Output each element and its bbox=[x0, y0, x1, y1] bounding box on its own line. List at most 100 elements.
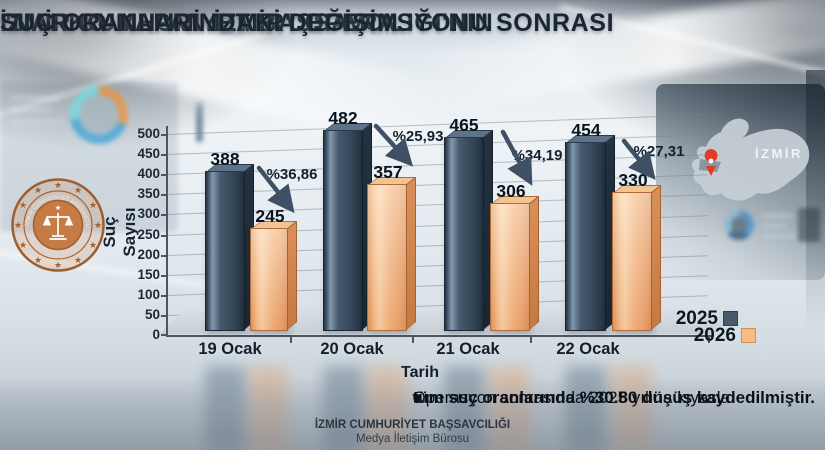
y-tick-label: 50 bbox=[144, 307, 160, 322]
bullet-icon: ● bbox=[412, 388, 423, 407]
y-tick-label: 100 bbox=[137, 287, 160, 302]
value-label: 388 bbox=[210, 149, 240, 169]
y-axis-line bbox=[166, 126, 168, 337]
y-tick-label: 250 bbox=[137, 227, 160, 242]
svg-text:★: ★ bbox=[34, 255, 42, 265]
map-region-label: İZMİR bbox=[755, 146, 803, 161]
x-tick-label: 22 Ocak bbox=[556, 340, 620, 358]
percent-change-label: %36,86 bbox=[266, 166, 318, 183]
y-tick-label: 300 bbox=[137, 206, 160, 221]
bar-2026-22ocak bbox=[612, 185, 662, 331]
bottom-shade bbox=[0, 376, 825, 450]
value-label: 482 bbox=[328, 108, 358, 128]
value-label: 454 bbox=[571, 120, 601, 140]
crescent-star-icon: ★ bbox=[55, 204, 61, 212]
y-tick-label: 0 bbox=[152, 327, 160, 342]
note-regular-text: Operasyon sonrasında 2025 yılına kıyasla bbox=[412, 388, 731, 407]
y-tick-label: 350 bbox=[137, 186, 160, 201]
y-tick bbox=[161, 134, 168, 136]
value-label: 465 bbox=[449, 115, 479, 135]
bar-side-face bbox=[529, 196, 539, 330]
province-shape bbox=[691, 118, 810, 201]
y-tick bbox=[161, 174, 168, 176]
seal-stars: ★ ★ ★ ★ ★ ★ ★ ★ ★ ★ ★ ★ bbox=[14, 180, 102, 270]
donut-widget-hole bbox=[731, 217, 747, 233]
izmir-province-map: İZMİR bbox=[691, 118, 810, 201]
dashboard-decor-left bbox=[0, 0, 330, 250]
svg-text:★: ★ bbox=[89, 200, 97, 210]
decrease-arrow bbox=[500, 129, 533, 186]
title-line-3: SUÇ ORANLARINDAKİ DEĞİŞİM bbox=[0, 9, 399, 37]
y-tick bbox=[161, 154, 168, 156]
bar-2025-22ocak bbox=[565, 135, 616, 331]
panel-block bbox=[798, 208, 820, 242]
decrease-arrow bbox=[256, 165, 295, 214]
y-tick-label: 450 bbox=[137, 146, 160, 161]
title-line-1: İZMİR CUMHURİYET BAŞSAVCILIĞI'NIN bbox=[0, 9, 494, 37]
location-pin-icon bbox=[704, 149, 718, 176]
x-tick bbox=[530, 337, 532, 343]
svg-text:★: ★ bbox=[34, 185, 42, 195]
x-axis-line bbox=[166, 335, 713, 337]
footer-department: Medya İletişim Bürosu bbox=[355, 433, 470, 445]
svg-text:★: ★ bbox=[94, 220, 102, 230]
legend-swatch-2026 bbox=[741, 328, 756, 343]
bar-2026-20ocak bbox=[367, 177, 417, 331]
x-tick-label: 20 Ocak bbox=[320, 340, 384, 358]
bar-2026-19ocak bbox=[250, 221, 298, 331]
value-label: 357 bbox=[373, 162, 403, 182]
donut-widget-icon bbox=[724, 210, 754, 240]
scales-of-justice-icon bbox=[42, 213, 74, 240]
decrease-arrow bbox=[621, 138, 656, 180]
note-bold-text: tüm suç oranlarında %30.80 düşüş kaydedi… bbox=[412, 388, 815, 407]
title-line-2: "NARKO-KAPAN İZMİR" OPERASYONU SONRASI bbox=[0, 9, 615, 37]
y-tick bbox=[161, 194, 168, 196]
x-tick bbox=[708, 337, 710, 343]
panel-line bbox=[12, 108, 52, 112]
bar-side-face bbox=[287, 221, 297, 330]
y-tick bbox=[161, 334, 168, 336]
x-tick bbox=[412, 337, 414, 343]
svg-text:★: ★ bbox=[54, 260, 62, 270]
svg-text:★: ★ bbox=[19, 240, 27, 250]
svg-text:★: ★ bbox=[19, 200, 27, 210]
legend-swatch-2025 bbox=[723, 311, 738, 326]
y-tick-label: 500 bbox=[137, 126, 160, 141]
seal-inner-ring bbox=[23, 190, 93, 260]
svg-text:★: ★ bbox=[54, 180, 62, 190]
y-tick-label: 150 bbox=[137, 267, 160, 282]
bar-2025-21ocak bbox=[444, 130, 494, 331]
y-tick-label: 400 bbox=[137, 166, 160, 181]
y-tick bbox=[161, 214, 168, 216]
x-tick-label: 21 Ocak bbox=[436, 340, 500, 358]
x-tick bbox=[290, 337, 292, 343]
dashboard-decor-right-edge bbox=[806, 70, 825, 330]
value-label: 306 bbox=[496, 181, 526, 201]
legend-label-2025: 2025 bbox=[675, 308, 718, 329]
svg-text:★: ★ bbox=[74, 255, 82, 265]
x-axis-title: Tarih bbox=[401, 364, 439, 381]
bar-chart-plot-area: 500 450 400 350 300 250 200 150 100 50 0 bbox=[137, 108, 740, 381]
legend-label-2026: 2026 bbox=[693, 325, 736, 346]
decrease-arrow bbox=[373, 123, 414, 167]
bar-side-face bbox=[406, 177, 416, 330]
bar-2025-20ocak bbox=[323, 123, 373, 331]
y-tick bbox=[161, 275, 168, 277]
y-tick bbox=[161, 295, 168, 297]
panel-line bbox=[762, 224, 786, 228]
x-tick-label: 19 Ocak bbox=[198, 340, 262, 358]
svg-text:★: ★ bbox=[89, 240, 97, 250]
panel-line bbox=[12, 96, 60, 100]
y-tick bbox=[161, 315, 168, 317]
y-tick-label: 200 bbox=[137, 247, 160, 262]
panel-line bbox=[762, 234, 796, 238]
bar-2025-19ocak bbox=[205, 164, 255, 331]
panel-line bbox=[12, 120, 64, 124]
panel-line bbox=[762, 214, 792, 218]
svg-text:★: ★ bbox=[14, 220, 22, 230]
footer-organization: İZMİR CUMHURİYET BAŞSAVCILIĞI bbox=[314, 419, 511, 431]
gulf-notch bbox=[699, 159, 721, 172]
dashboard-decor-below-map bbox=[700, 200, 825, 260]
prosecutor-seal-logo: ★ ★★★ ★★★★ ★★★★ İZMİR CUMHURİYET BAŞSAVCI… bbox=[9, 176, 105, 272]
donut-gauge-icon bbox=[70, 86, 128, 144]
